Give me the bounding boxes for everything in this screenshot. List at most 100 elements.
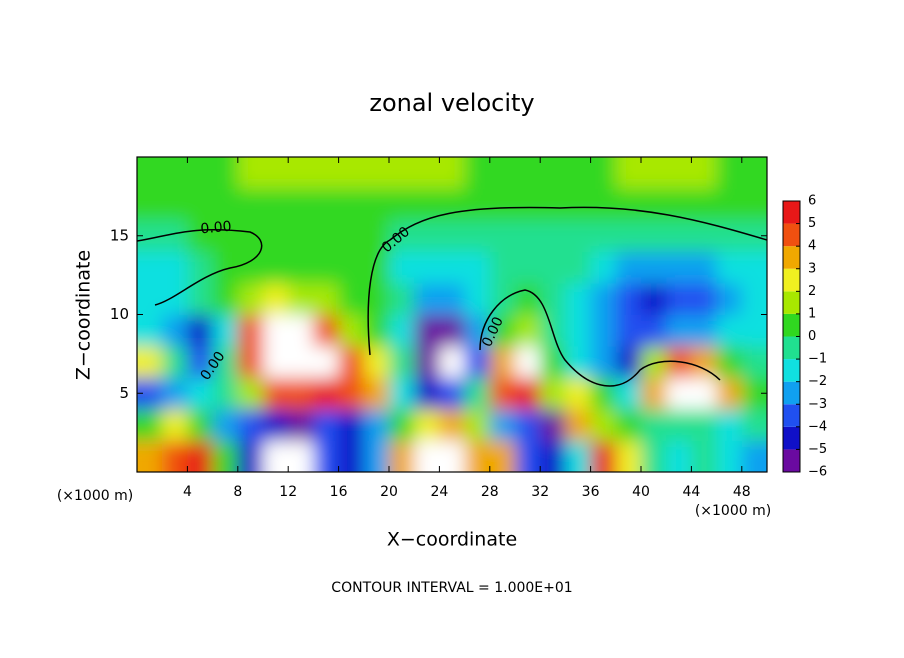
cell [389,440,415,472]
cell [691,314,718,347]
colorbar-label: −3 [808,397,827,412]
cell [540,283,566,315]
cell [162,188,188,221]
cell [565,251,592,284]
cell [263,220,289,252]
cell [489,220,516,252]
y-tick-label: 10 [110,305,129,323]
cell [212,314,239,347]
colorbar-swatch [783,291,800,314]
cell [590,346,617,378]
cell [741,251,767,284]
colorbar-label: 6 [808,194,816,209]
cell [590,314,617,347]
cell [439,409,466,441]
cell [187,220,214,252]
colorbar-swatch [783,426,800,450]
cell [641,283,667,315]
cell [237,283,264,315]
cell [338,188,365,221]
cell [464,314,491,347]
colorbar-label: 1 [808,306,816,321]
cell [691,377,718,410]
cell [565,220,592,252]
cell [615,220,642,252]
x-tick-label: 4 [183,484,192,500]
cell [263,346,289,378]
cell [590,188,617,221]
cell [489,314,516,347]
cell [641,220,667,252]
cell [414,251,440,284]
cell [716,220,743,252]
cell [489,440,516,472]
cell [187,283,214,315]
cell [212,220,239,252]
cell [615,283,642,315]
cell [414,409,440,441]
colorbar-swatch [783,223,800,247]
cell [389,283,415,315]
colorbar-swatch [783,201,800,224]
cell [464,188,491,221]
cell [212,409,239,441]
cell [615,157,642,189]
colorbar-label: −4 [808,419,827,434]
cell [666,409,692,441]
cell [338,283,365,315]
cell [641,314,667,347]
cell [439,188,466,221]
cell [137,440,163,472]
cell [363,440,390,472]
cell [590,157,617,189]
cell [212,440,239,472]
cell [137,314,163,347]
colorbar-label: 2 [808,284,816,299]
cell [741,440,767,472]
cell [137,346,163,378]
cell [691,283,718,315]
colorbar-label: −6 [808,465,827,480]
x-axis-label: X−coordinate [387,529,517,551]
cell [263,157,289,189]
cell [363,188,390,221]
cell [338,409,365,441]
cell [137,409,163,441]
cell [515,157,541,189]
cell [338,220,365,252]
cell [590,409,617,441]
cell [615,188,642,221]
x-tick-label: 40 [632,484,650,500]
cell [162,346,188,378]
cell [666,220,692,252]
cell [741,283,767,315]
cell [263,377,289,410]
colorbar-label: 4 [808,239,816,254]
cell [313,314,340,347]
cell [716,440,743,472]
cell [263,314,289,347]
cell [137,157,163,189]
cell [439,377,466,410]
cell [288,314,314,347]
cell [691,157,718,189]
cell [237,251,264,284]
cell [187,346,214,378]
cell [338,346,365,378]
cell [288,409,314,441]
cell [237,157,264,189]
cell [741,157,767,189]
x-tick-label: 48 [733,484,751,500]
cell [313,440,340,472]
cell [389,314,415,347]
colorbar-label: −5 [808,442,827,457]
cell [515,283,541,315]
cell [641,188,667,221]
contour [479,289,721,387]
cell [389,377,415,410]
cell [338,377,365,410]
cell [414,157,440,189]
cell [363,220,390,252]
cell [288,188,314,221]
cell [691,251,718,284]
